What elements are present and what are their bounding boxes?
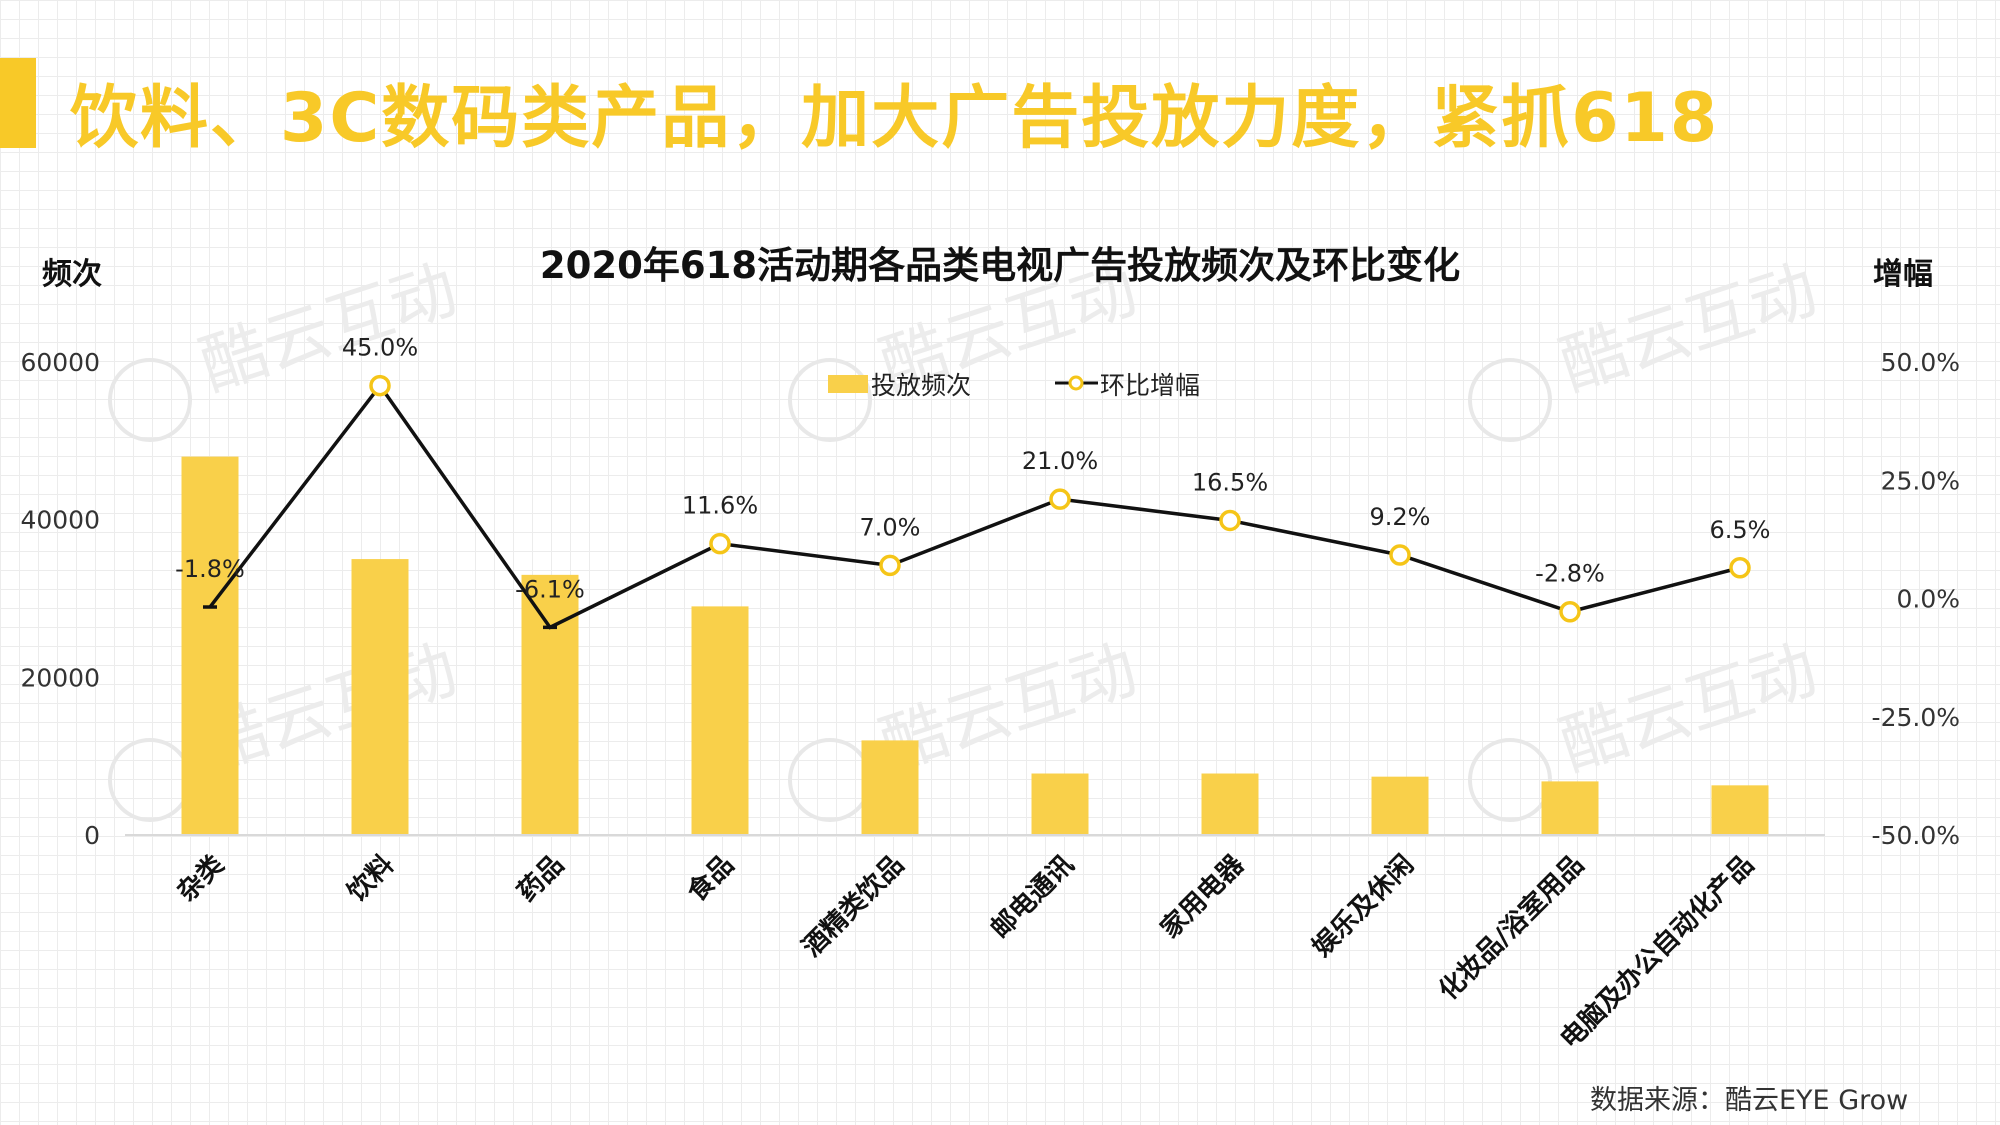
y-tick-label: 40000 — [20, 506, 100, 535]
line-point — [369, 374, 391, 397]
y2-tick-label: 50.0% — [1881, 348, 1960, 377]
bar — [351, 559, 409, 835]
title-accent-bar — [0, 58, 36, 148]
y2-tick-label: 0.0% — [1896, 585, 1960, 614]
watermark-logo-icon — [788, 358, 872, 442]
data-label: -6.1% — [515, 575, 585, 603]
watermark-logo-icon — [108, 738, 192, 822]
legend-line-marker — [1068, 375, 1084, 391]
x-tick-label: 药品 — [512, 850, 570, 908]
line-point — [1559, 600, 1581, 623]
y2-axis-ticks: -50.0% -25.0% 0.0% 25.0% 50.0% — [1872, 348, 1960, 850]
bar — [181, 456, 239, 835]
legend-line-label: 环比增幅 — [1100, 371, 1200, 400]
line-point — [1389, 544, 1411, 566]
watermark-text: 酷云互动 — [1551, 250, 1826, 405]
data-label: -1.8% — [175, 555, 245, 583]
data-label: 21.0% — [1022, 447, 1098, 475]
bar — [691, 606, 749, 835]
y2-tick-label: -25.0% — [1872, 703, 1960, 732]
line-point — [1729, 557, 1751, 579]
data-source: 数据来源：酷云EYE Grow — [1590, 1085, 1909, 1116]
x-tick-label: 娱乐及休闲 — [1307, 850, 1420, 963]
x-tick-label: 食品 — [681, 849, 740, 908]
x-tick-label: 化妆品/浴室用品 — [1433, 849, 1590, 1006]
x-tick-label: 电脑及办公自动化产品 — [1554, 849, 1760, 1055]
y-axis-ticks: 0 20000 40000 60000 — [20, 348, 100, 850]
bar — [1711, 785, 1769, 835]
data-label: 6.5% — [1710, 516, 1771, 544]
x-tick-label: 邮电通讯 — [985, 850, 1080, 945]
data-label: 16.5% — [1192, 468, 1268, 496]
bar — [1371, 776, 1429, 835]
data-label: -2.8% — [1535, 560, 1605, 588]
x-tick-label: 家用电器 — [1154, 848, 1250, 944]
bar — [1541, 781, 1599, 835]
bar — [1201, 773, 1259, 835]
y-axis-label: 频次 — [42, 257, 102, 292]
watermark-logo-icon — [108, 358, 192, 442]
growth-line — [208, 382, 1741, 630]
bar — [521, 574, 579, 835]
y2-tick-label: -50.0% — [1872, 821, 1960, 850]
y-tick-label: 20000 — [20, 663, 100, 692]
line-series: -1.8% 45.0% -6.1% 11.6% 7.0% 21.0% 16.5% 9.2% -2… — [175, 334, 1771, 630]
y2-axis-label: 增幅 — [1873, 257, 1933, 292]
chart-title: 2020年618活动期各品类电视广告投放频次及环比变化 — [540, 244, 1460, 287]
line-point — [1219, 509, 1241, 532]
bar — [1031, 773, 1089, 835]
data-label: 11.6% — [682, 492, 758, 520]
x-tick-label: 杂类 — [172, 850, 230, 908]
line-point — [709, 532, 731, 555]
watermark-text: 酷云互动 — [1551, 630, 1826, 785]
watermark-text: 酷云互动 — [191, 250, 466, 405]
legend-bar-swatch — [828, 375, 868, 393]
data-label: 7.0% — [860, 513, 921, 541]
watermark-logo-icon — [788, 738, 872, 822]
data-label: 9.2% — [1370, 503, 1431, 531]
x-tick-label: 饮料 — [341, 850, 400, 909]
line-point — [879, 554, 901, 577]
data-label: 45.0% — [342, 334, 418, 362]
page-title: 饮料、3C数码类产品，加大广告投放力度，紧抓618 — [70, 79, 1720, 158]
line-point — [1049, 488, 1071, 510]
y2-tick-label: 25.0% — [1881, 466, 1960, 495]
watermark-logo-icon — [1468, 358, 1552, 442]
watermark-logo-icon — [1468, 738, 1552, 822]
legend: 投放频次 环比增幅 — [828, 371, 1200, 400]
x-tick-label: 酒精类饮品 — [797, 850, 910, 963]
x-axis-labels: 杂类 饮料 药品 食品 酒精类饮品 邮电通讯 家用电器 娱乐及休闲 化妆品/浴室用品电脑及办公自… — [172, 848, 1760, 1054]
bar — [861, 740, 919, 835]
legend-bar-label: 投放频次 — [871, 371, 971, 400]
bar-series — [181, 456, 1769, 835]
y-tick-label: 0 — [84, 821, 100, 850]
y-tick-label: 60000 — [20, 348, 100, 377]
